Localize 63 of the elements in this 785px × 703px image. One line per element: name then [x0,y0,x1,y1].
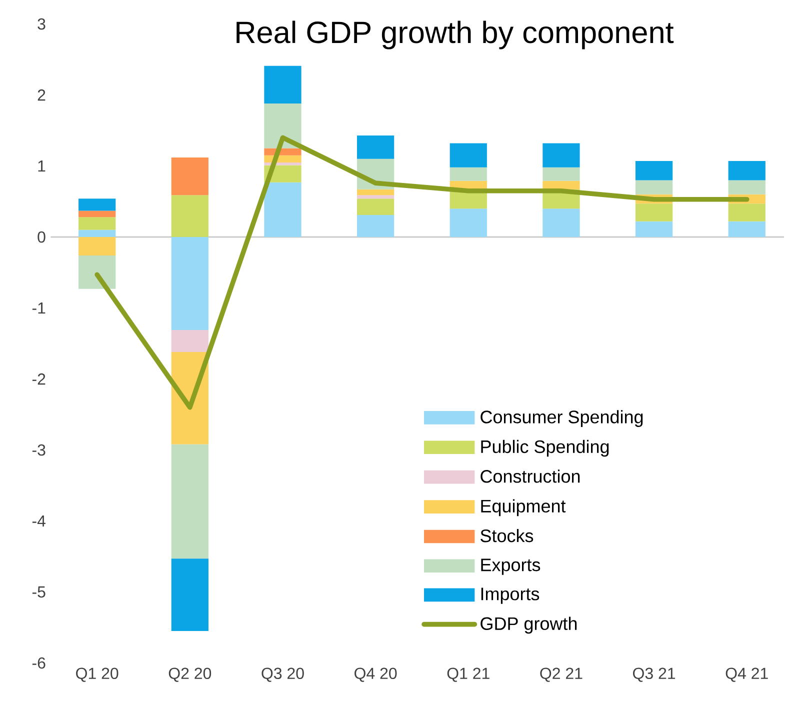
legend-label: Exports [481,558,540,575]
y-tick-label: -1 [32,302,46,314]
y-tick-label: 2 [38,89,46,101]
y-tick-label: 0 [38,231,46,243]
y-tick-label: 1 [38,160,46,172]
bar [542,167,580,181]
x-tick-label: Q4 20 [354,668,397,682]
bar [542,143,580,168]
y-tick-label: -2 [32,373,46,385]
bar [635,221,673,238]
bar [171,237,208,330]
bar [542,180,580,190]
y-tick-label: -3 [32,444,46,456]
bar [635,204,673,222]
bar [78,210,116,218]
x-tick-label: Q3 20 [262,668,304,682]
bar [78,255,116,289]
legend-label: Imports [481,588,540,604]
bar [78,237,116,256]
bar [171,558,208,632]
x-tick-label: Q1 20 [76,668,118,682]
bar [78,217,116,230]
y-tick-label: -5 [32,586,46,598]
bar [356,214,394,238]
bar [728,180,766,194]
bar [542,208,580,238]
legend-label: Construction [480,470,580,483]
y-tick-label: -6 [32,657,46,669]
bar [450,167,487,181]
bar [264,66,302,104]
bar [356,189,394,196]
bar [450,208,487,238]
bar [171,195,208,238]
x-tick-label: Q4 21 [726,668,768,682]
bar [728,161,766,180]
x-tick-label: Q2 21 [540,668,582,682]
legend-label: Consumer Spending [480,410,643,427]
bar [171,444,208,559]
bar [264,182,302,238]
y-tick-label: 3 [38,18,46,30]
x-tick-label: Q2 20 [168,668,212,682]
bar [78,198,116,211]
legend-label: Public Spending [481,440,609,457]
bar [356,135,394,159]
legend-label: GDP growth [480,616,577,634]
line-series [94,135,750,410]
legend-label: Equipment [481,499,566,516]
bar [450,143,487,168]
bar [635,161,673,180]
y-tick-label: -4 [32,516,46,527]
bar [728,221,766,238]
bar [356,198,394,215]
bar [264,104,302,148]
bar [171,157,208,196]
bar [635,180,673,194]
bar [356,195,394,199]
bar [728,204,766,222]
x-tick-label: Q1 21 [447,668,490,682]
x-tick-label: Q3 21 [633,668,676,682]
bar [78,230,116,238]
legend-label: Stocks [480,528,534,542]
bar [171,330,208,352]
chart-title: Real GDP growth by component [236,20,674,50]
